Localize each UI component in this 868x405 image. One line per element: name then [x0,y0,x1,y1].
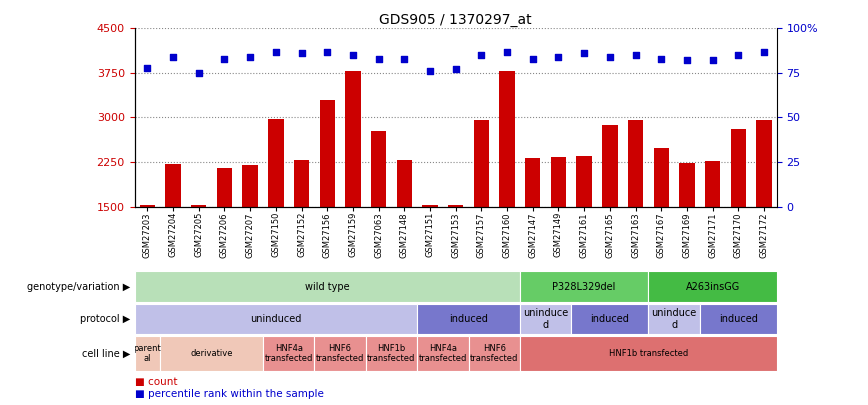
Bar [135,336,161,371]
Point [551,53,565,60]
Bar [135,271,520,302]
Point [269,48,283,55]
Bar [499,71,515,207]
Bar [520,336,777,371]
Text: induced: induced [590,314,629,324]
Point [141,64,155,71]
Bar [140,205,155,207]
Point [475,52,489,58]
Text: genotype/variation ▶: genotype/variation ▶ [27,282,130,292]
Bar [365,336,418,371]
Bar [268,119,284,207]
Bar [551,157,566,207]
Point [577,50,591,57]
Bar [294,160,309,207]
Point [449,66,463,72]
Point [320,48,334,55]
Bar [648,271,777,302]
Bar [700,304,777,334]
Bar [418,336,469,371]
Bar [576,156,592,207]
Text: HNF6
transfected: HNF6 transfected [470,344,518,363]
Bar [654,148,669,207]
Text: cell line ▶: cell line ▶ [82,349,130,358]
Bar [756,120,772,207]
Bar [520,271,648,302]
Point [757,48,771,55]
Point [166,53,180,60]
Bar [263,336,314,371]
Text: HNF4a
transfected: HNF4a transfected [265,344,312,363]
Text: HNF4a
transfected: HNF4a transfected [418,344,467,363]
Point [603,53,617,60]
Bar [474,120,489,207]
Title: GDS905 / 1370297_at: GDS905 / 1370297_at [379,13,532,27]
Text: uninduce
d: uninduce d [652,308,697,330]
Bar [705,161,720,207]
Bar [448,205,464,207]
Text: HNF1b
transfected: HNF1b transfected [367,344,416,363]
Bar [371,130,386,207]
Bar [135,304,418,334]
Point [294,50,308,57]
Text: induced: induced [719,314,758,324]
Text: ■ count: ■ count [135,377,177,387]
Text: uninduce
d: uninduce d [523,308,569,330]
Point [218,55,232,62]
Point [398,55,411,62]
Point [372,55,385,62]
Text: HNF6
transfected: HNF6 transfected [316,344,365,363]
Text: uninduced: uninduced [250,314,301,324]
Bar [571,304,648,334]
Text: P328L329del: P328L329del [552,281,616,292]
Bar [731,129,746,207]
Bar [166,164,181,207]
Bar [680,162,694,207]
Bar [345,71,360,207]
Bar [648,304,700,334]
Point [346,52,360,58]
Text: ■ percentile rank within the sample: ■ percentile rank within the sample [135,389,324,399]
Point [628,52,642,58]
Bar [525,158,541,207]
Text: wild type: wild type [305,281,350,292]
Point [706,57,720,64]
Bar [423,205,437,207]
Bar [602,125,617,207]
Text: derivative: derivative [190,349,233,358]
Text: HNF1b transfected: HNF1b transfected [608,349,688,358]
Point [680,57,694,64]
Point [526,55,540,62]
Point [732,52,746,58]
Point [192,70,206,76]
Bar [191,205,207,207]
Bar [397,160,412,207]
Bar [628,120,643,207]
Point [243,53,257,60]
Text: induced: induced [449,314,488,324]
Bar [319,100,335,207]
Bar [217,168,232,207]
Text: parent
al: parent al [134,344,161,363]
Point [423,68,437,75]
Bar [161,336,263,371]
Point [654,55,668,62]
Bar [418,304,520,334]
Bar [314,336,365,371]
Point [500,48,514,55]
Bar [242,165,258,207]
Text: protocol ▶: protocol ▶ [80,314,130,324]
Bar [469,336,520,371]
Bar [520,304,571,334]
Text: A263insGG: A263insGG [686,281,740,292]
